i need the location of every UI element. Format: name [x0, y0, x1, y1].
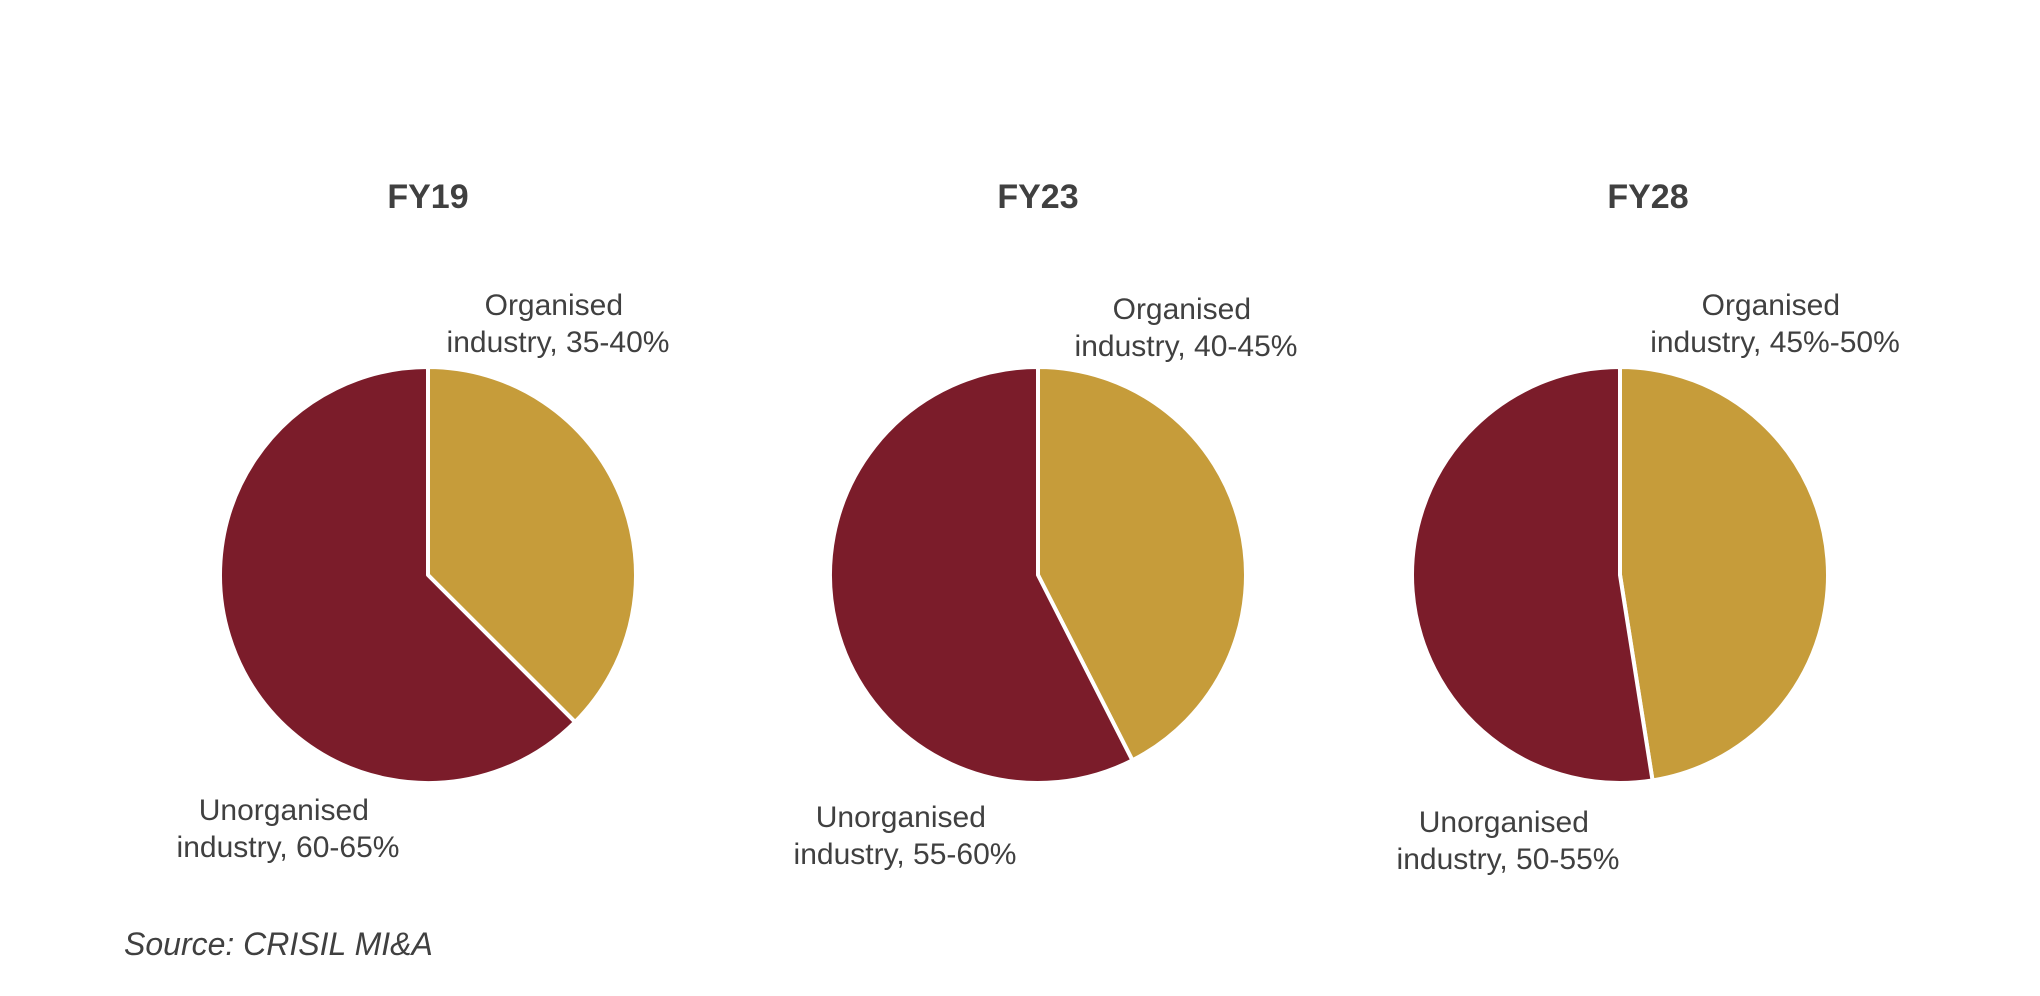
pie-chart-fy19: FY19 Organised industry, 35-40% Unorgani…	[177, 178, 670, 864]
label-unorganised-fy19: Unorganised industry, 60-65%	[177, 794, 400, 864]
label-organised-fy28: Organised industry, 45%-50%	[1650, 289, 1900, 359]
label-organised-fy19-line1: Organised	[485, 289, 623, 322]
label-unorganised-fy19-line2: industry, 60-65%	[177, 831, 400, 864]
label-organised-fy28-line1: Organised	[1702, 289, 1840, 322]
pie-chart-fy28: FY28 Organised industry, 45%-50% Unorgan…	[1397, 178, 1900, 876]
source-note: Source: CRISIL MI&A	[124, 926, 433, 962]
label-unorganised-fy28-line2: industry, 50-55%	[1397, 843, 1620, 876]
label-organised-fy23-line2: industry, 40-45%	[1075, 330, 1298, 363]
slice-organised-fy23	[1036, 365, 1248, 763]
label-unorganised-fy28: Unorganised industry, 50-55%	[1397, 806, 1620, 876]
chart-title-fy19: FY19	[387, 178, 468, 216]
label-unorganised-fy23-line2: industry, 55-60%	[794, 838, 1017, 871]
label-organised-fy19: Organised industry, 35-40%	[447, 289, 670, 359]
label-unorganised-fy23: Unorganised industry, 55-60%	[794, 801, 1017, 871]
label-organised-fy23: Organised industry, 40-45%	[1075, 293, 1298, 363]
chart-title-fy28: FY28	[1607, 178, 1688, 216]
slice-unorganised-fy28	[1410, 365, 1655, 785]
chart-title-fy23: FY23	[997, 178, 1078, 216]
slice-unorganised-fy23	[828, 365, 1135, 785]
label-organised-fy19-line2: industry, 35-40%	[447, 326, 670, 359]
label-organised-fy28-line2: industry, 45%-50%	[1650, 326, 1900, 359]
slice-organised-fy28	[1618, 365, 1830, 783]
label-unorganised-fy28-line1: Unorganised	[1419, 806, 1589, 839]
slice-unorganised-fy19	[218, 365, 578, 785]
pie-chart-fy23: FY23 Organised industry, 40-45% Unorgani…	[794, 178, 1298, 871]
slice-organised-fy19	[426, 365, 638, 725]
label-organised-fy23-line1: Organised	[1113, 293, 1251, 326]
label-unorganised-fy19-line1: Unorganised	[199, 794, 369, 827]
label-unorganised-fy23-line1: Unorganised	[816, 801, 986, 834]
